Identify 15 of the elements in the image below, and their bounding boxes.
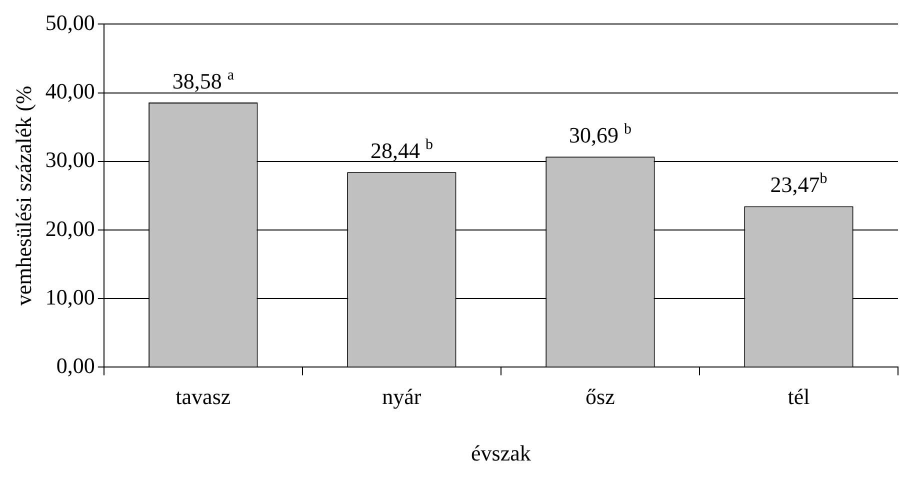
x-tick-label: nyár <box>382 384 422 410</box>
x-axis-title: évszak <box>471 440 531 466</box>
y-tick-label: 10,00 <box>45 284 95 310</box>
y-tick-label: 0,00 <box>56 352 95 378</box>
y-tick-label: 40,00 <box>45 78 95 104</box>
y-tick-label: 20,00 <box>45 216 95 241</box>
y-tick-label: 50,00 <box>45 10 95 35</box>
y-tick-label: 30,00 <box>45 147 95 172</box>
data-label: 38,58 a <box>172 68 234 94</box>
data-label: 28,44 b <box>370 137 433 164</box>
x-tick-label: tél <box>788 384 810 410</box>
x-tick-label: tavasz <box>176 384 231 410</box>
x-tick-label: ősz <box>586 384 616 410</box>
data-label: 30,69 b <box>568 122 632 148</box>
y-axis-title: vemhesülési százalék (% <box>10 86 36 306</box>
